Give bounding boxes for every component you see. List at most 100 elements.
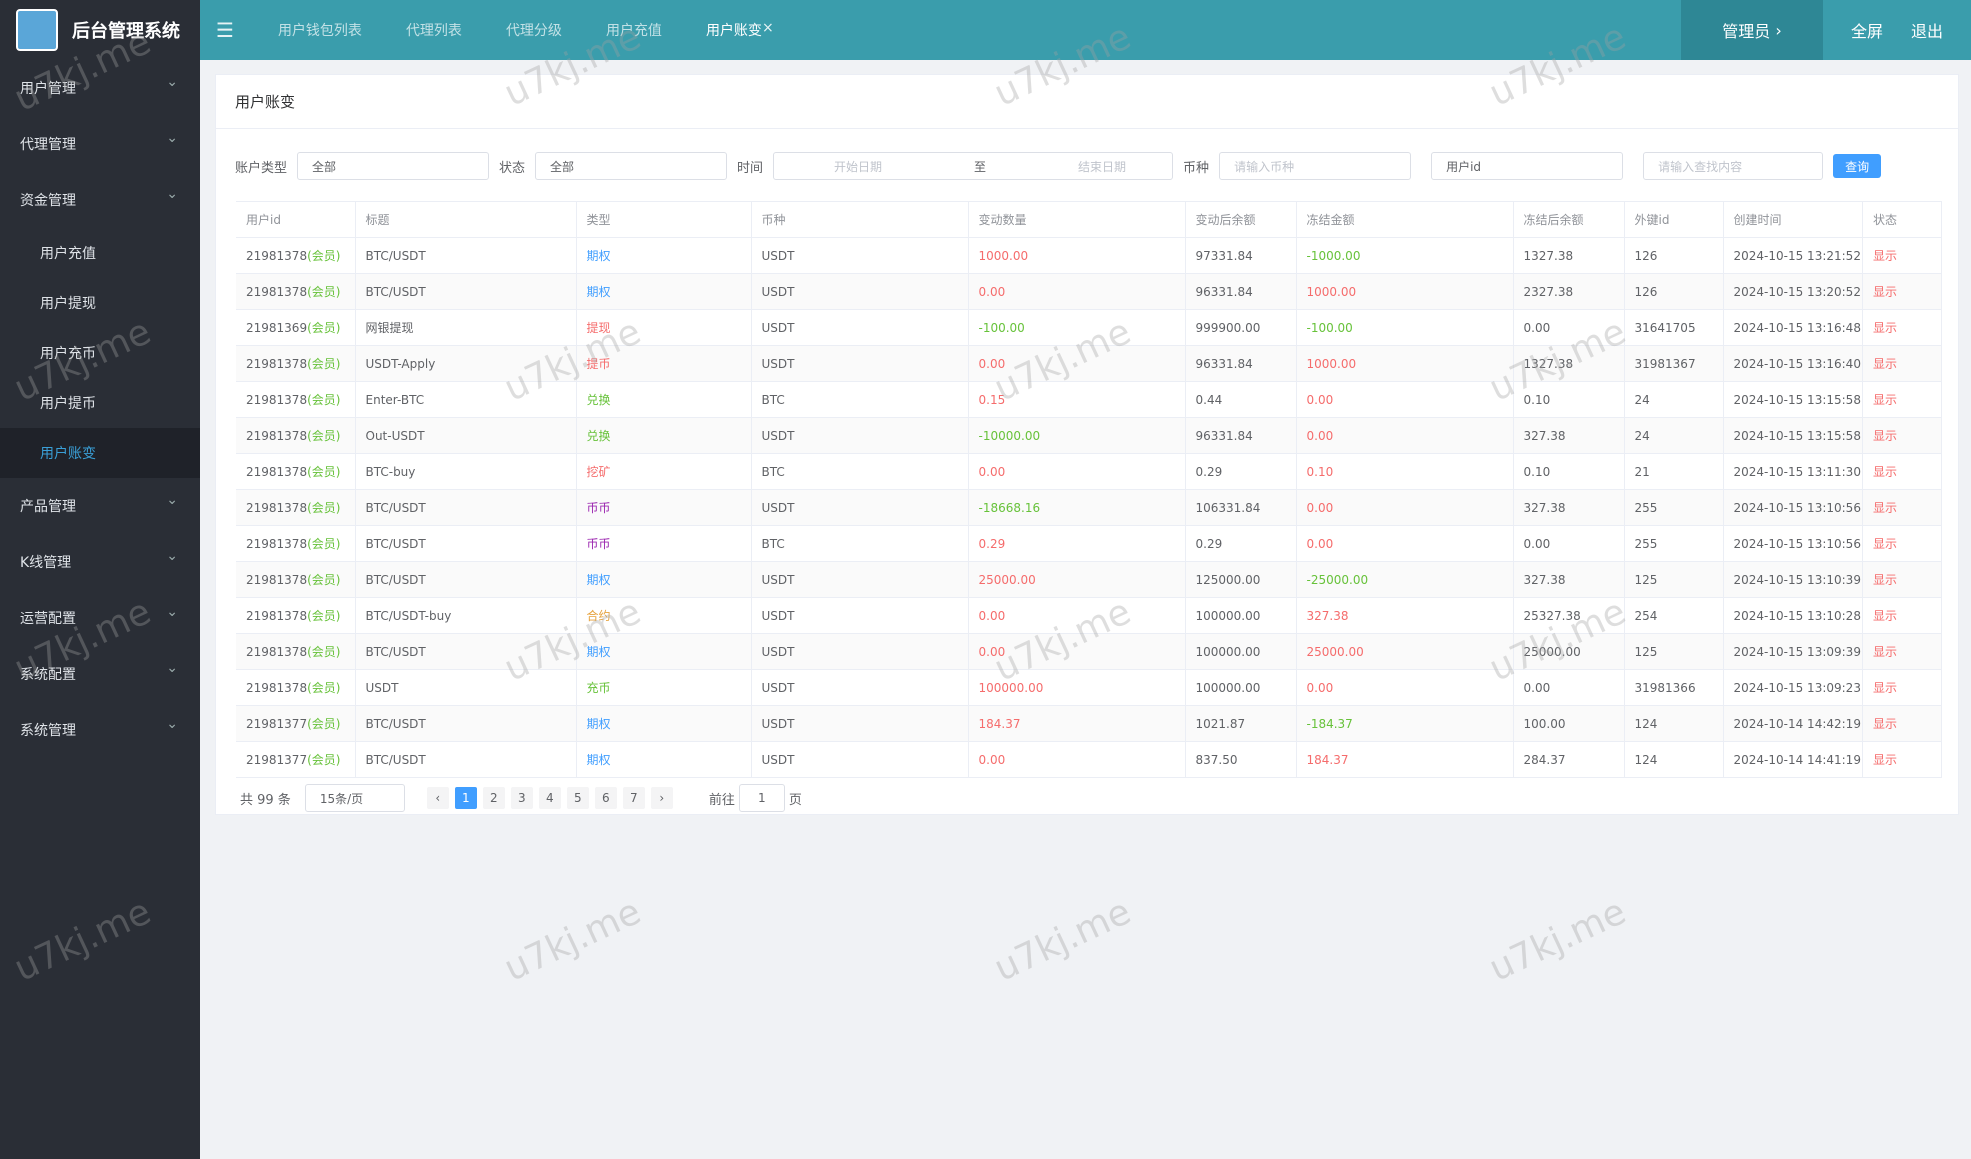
user-tag: (会员)	[307, 429, 341, 443]
submenu-item[interactable]: 用户充值	[40, 246, 96, 262]
search-button[interactable]: 查询	[1833, 154, 1882, 178]
cell: USDT	[751, 309, 969, 346]
cell: USDT	[751, 489, 969, 526]
cell: 显示	[1862, 705, 1942, 742]
page-number[interactable]: 5	[566, 787, 589, 809]
user-id: 21981378	[246, 249, 308, 263]
cell: 21981378(会员)	[236, 669, 356, 706]
input[interactable]: 请输入查找内容	[1643, 152, 1824, 180]
cell: 0.29	[1185, 453, 1297, 490]
cell: BTC/USDT	[355, 633, 577, 670]
table-row: 21981377(会员) BTC/USDT 期权 USDT 0.00 837.50 184.…	[236, 741, 1942, 778]
user-id: 21981378	[246, 645, 308, 659]
page-number[interactable]: 7	[622, 787, 645, 809]
cell: 0.00	[1296, 417, 1514, 454]
table-row: 21981378(会员) BTC-buy 挖矿 BTC 0.00 0.29 0.10 0.10…	[236, 453, 1942, 490]
menu-item[interactable]: 系统配置	[0, 646, 200, 702]
tab[interactable]: 用户账变	[705, 23, 762, 39]
cell: 0.00	[968, 345, 1186, 382]
menu-item[interactable]: 资金管理	[0, 172, 200, 228]
column-header: 用户id	[236, 201, 356, 238]
select[interactable]: 全部	[297, 152, 490, 180]
menu-item[interactable]: K线管理	[0, 534, 200, 590]
cell: 0.29	[968, 525, 1186, 562]
tab[interactable]: 代理列表	[405, 23, 462, 39]
cell: 1000.00	[968, 237, 1186, 274]
submenu-item[interactable]: 用户账变	[0, 428, 200, 478]
cell: 31981366	[1624, 669, 1724, 706]
input[interactable]: 请输入币种	[1219, 152, 1412, 180]
cell: 1000.00	[1296, 273, 1514, 310]
cell: 100000.00	[1185, 669, 1297, 706]
cell: 显示	[1862, 381, 1942, 418]
table-row: 21981378(会员) BTC/USDT 期权 USDT 0.00 100000.00 2…	[236, 633, 1942, 670]
logout[interactable]: 退出	[1910, 22, 1943, 41]
user-tag: (会员)	[307, 501, 341, 515]
cell: USDT	[355, 669, 577, 706]
separator: 至	[974, 159, 987, 174]
cell: 96331.84	[1185, 417, 1297, 454]
fullscreen[interactable]: 全屏	[1850, 22, 1883, 41]
menu-item[interactable]: 产品管理	[0, 478, 200, 534]
cell: 0.00	[1513, 525, 1625, 562]
cell: 2024-10-15 13:16:48	[1723, 309, 1863, 346]
page-number[interactable]: 3	[510, 787, 533, 809]
menu-item[interactable]: 用户管理	[0, 60, 200, 116]
cell: 21981378(会员)	[236, 525, 356, 562]
cell: 0.00	[1513, 669, 1625, 706]
goto-input[interactable]: 1	[738, 784, 785, 812]
table-row: 21981369(会员) 网银提现 提现 USDT -100.00 999900.00 -1…	[236, 309, 1942, 346]
user-tag: (会员)	[307, 609, 341, 623]
cell: USDT	[751, 561, 969, 598]
cell: 327.38	[1513, 489, 1625, 526]
cell: 21981378(会员)	[236, 561, 356, 598]
tab[interactable]: 代理分级	[505, 23, 562, 39]
page-number[interactable]: 2	[482, 787, 505, 809]
select[interactable]: 全部	[535, 152, 728, 180]
user-tag: (会员)	[307, 285, 341, 299]
cell: BTC/USDT	[355, 237, 577, 274]
date-range[interactable]: 开始日期 至 结束日期	[773, 152, 1174, 180]
cell: -18668.16	[968, 489, 1186, 526]
menu-item[interactable]: 运营配置	[0, 590, 200, 646]
cell: 31641705	[1624, 309, 1724, 346]
admin-menu[interactable]: 管理员 ›	[1680, 0, 1823, 60]
tab[interactable]: 用户充值	[605, 23, 662, 39]
cell: 0.29	[1185, 525, 1297, 562]
user-tag: (会员)	[307, 249, 341, 263]
submenu-item[interactable]: 用户提现	[40, 296, 96, 312]
cell: 21981377(会员)	[236, 705, 356, 742]
menu-item[interactable]: 代理管理	[0, 116, 200, 172]
cell: 2024-10-14 14:42:19	[1723, 705, 1863, 742]
cell: 显示	[1862, 597, 1942, 634]
next[interactable]: ›	[650, 787, 673, 809]
page-number[interactable]: 4	[538, 787, 561, 809]
column-header: 标题	[355, 201, 577, 238]
close[interactable]: ×	[761, 20, 774, 36]
page-number[interactable]: 1	[454, 787, 477, 809]
submenu-item[interactable]: 用户充币	[40, 346, 96, 362]
cell: 2024-10-14 14:41:19	[1723, 741, 1863, 778]
cell: 255	[1624, 525, 1724, 562]
prev[interactable]: ‹	[426, 787, 449, 809]
page-number[interactable]: 6	[594, 787, 617, 809]
cell: USDT	[751, 741, 969, 778]
page-size[interactable]: 15条/页	[304, 784, 405, 812]
tab[interactable]: 用户钱包列表	[277, 23, 362, 39]
cell: 0.00	[1296, 381, 1514, 418]
user-id: 21981377	[246, 753, 308, 767]
cell: 显示	[1862, 525, 1942, 562]
cell: -100.00	[968, 309, 1186, 346]
column-header: 外键id	[1624, 201, 1724, 238]
select[interactable]: 用户id	[1431, 152, 1624, 180]
cell: USDT	[751, 633, 969, 670]
user-tag: (会员)	[307, 645, 341, 659]
cell: USDT	[751, 273, 969, 310]
table-body: 21981378(会员) BTC/USDT 期权 USDT 1000.00 97331.8…	[236, 237, 1942, 778]
menu-toggle[interactable]: ☰	[216, 18, 234, 42]
menu-item[interactable]: 系统管理	[0, 702, 200, 758]
cell: 币币	[576, 489, 752, 526]
user-tag: (会员)	[307, 393, 341, 407]
submenu-item[interactable]: 用户提币	[40, 396, 96, 412]
